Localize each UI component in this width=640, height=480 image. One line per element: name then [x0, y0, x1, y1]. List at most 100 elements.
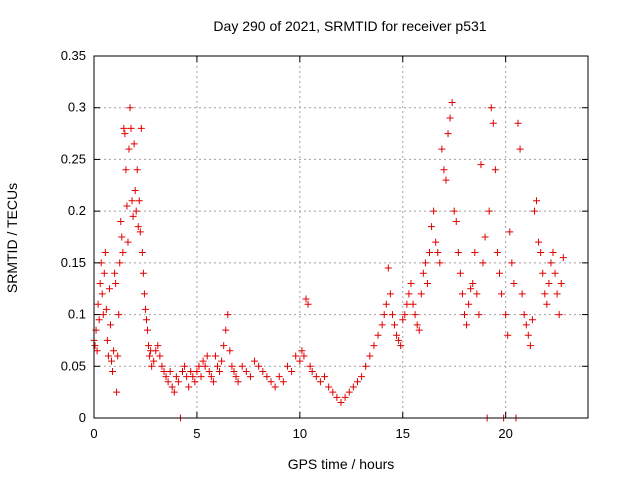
data-point	[454, 249, 462, 257]
data-point	[121, 130, 129, 138]
data-point	[528, 316, 536, 324]
data-point	[438, 145, 446, 153]
data-point	[288, 367, 296, 375]
x-tick-label: 20	[498, 426, 512, 441]
data-point	[551, 269, 559, 277]
data-point	[477, 161, 485, 169]
data-point	[467, 285, 475, 293]
data-point	[553, 290, 561, 298]
data-point	[518, 290, 526, 298]
data-point	[415, 326, 423, 334]
data-point	[366, 352, 374, 360]
data-point	[411, 311, 419, 319]
data-point	[399, 316, 407, 324]
data-point	[292, 352, 300, 360]
data-point	[185, 383, 193, 391]
data-point	[106, 321, 114, 329]
data-point	[195, 362, 203, 370]
data-point	[94, 300, 102, 308]
data-point	[448, 99, 456, 107]
data-point	[393, 331, 401, 339]
data-point	[473, 290, 481, 298]
data-point	[168, 383, 176, 391]
data-point	[131, 186, 139, 194]
x-tick-label: 10	[293, 426, 307, 441]
data-point	[138, 249, 146, 257]
data-point	[193, 367, 201, 375]
chart-title: Day 290 of 2021, SRMTID for receiver p53…	[213, 18, 487, 34]
data-point	[238, 362, 246, 370]
data-point	[456, 269, 464, 277]
data-point	[436, 259, 444, 267]
y-tick-label: 0.3	[68, 100, 86, 115]
data-point	[413, 321, 421, 329]
data-point	[495, 269, 503, 277]
data-point	[337, 398, 345, 406]
data-point	[146, 352, 154, 360]
data-point	[100, 269, 108, 277]
data-point	[95, 316, 103, 324]
data-point	[391, 321, 399, 329]
data-point	[446, 114, 454, 122]
data-point	[154, 342, 162, 350]
data-point	[214, 362, 221, 370]
data-point	[461, 311, 468, 319]
data-point	[191, 378, 199, 386]
data-point	[382, 300, 390, 308]
data-point	[491, 166, 499, 174]
data-point	[409, 300, 417, 308]
data-point	[126, 104, 134, 112]
data-point	[137, 124, 145, 132]
data-point	[230, 367, 238, 375]
data-point	[514, 119, 522, 127]
data-point	[141, 305, 149, 313]
data-point	[140, 290, 148, 298]
data-point	[426, 249, 434, 257]
data-point	[132, 207, 140, 215]
data-point	[119, 249, 127, 257]
data-point	[224, 311, 232, 319]
data-point	[174, 378, 182, 386]
y-tick-label: 0.05	[61, 358, 86, 373]
data-point	[172, 373, 180, 381]
data-point	[522, 321, 530, 329]
x-tick-label: 5	[193, 426, 200, 441]
y-tick-label: 0.25	[61, 151, 86, 166]
data-point	[263, 373, 271, 381]
data-point	[304, 300, 312, 308]
data-point	[345, 388, 353, 396]
data-point	[129, 212, 137, 220]
data-point	[122, 166, 130, 174]
data-point	[493, 249, 501, 257]
data-point	[127, 124, 135, 132]
data-point	[170, 388, 178, 396]
data-point	[123, 202, 131, 210]
data-point	[489, 119, 497, 127]
data-point	[487, 104, 495, 112]
data-point	[380, 311, 388, 319]
data-point	[450, 207, 458, 215]
data-point	[99, 311, 107, 319]
data-point	[549, 249, 557, 257]
data-point	[118, 233, 126, 241]
data-point	[504, 331, 512, 339]
data-point	[199, 357, 207, 365]
data-point	[183, 373, 191, 381]
data-point	[417, 290, 425, 298]
data-point	[275, 373, 283, 381]
data-point	[384, 264, 392, 272]
data-point	[421, 259, 429, 267]
data-point	[526, 342, 534, 350]
data-point	[211, 352, 219, 360]
data-point	[135, 197, 143, 205]
data-point	[271, 383, 279, 391]
data-point	[508, 259, 516, 267]
data-point	[300, 352, 308, 360]
data-point	[222, 326, 230, 334]
data-point	[353, 378, 361, 386]
data-point	[203, 352, 211, 360]
data-point	[535, 238, 543, 246]
data-point	[255, 362, 263, 370]
data-point	[125, 145, 133, 153]
